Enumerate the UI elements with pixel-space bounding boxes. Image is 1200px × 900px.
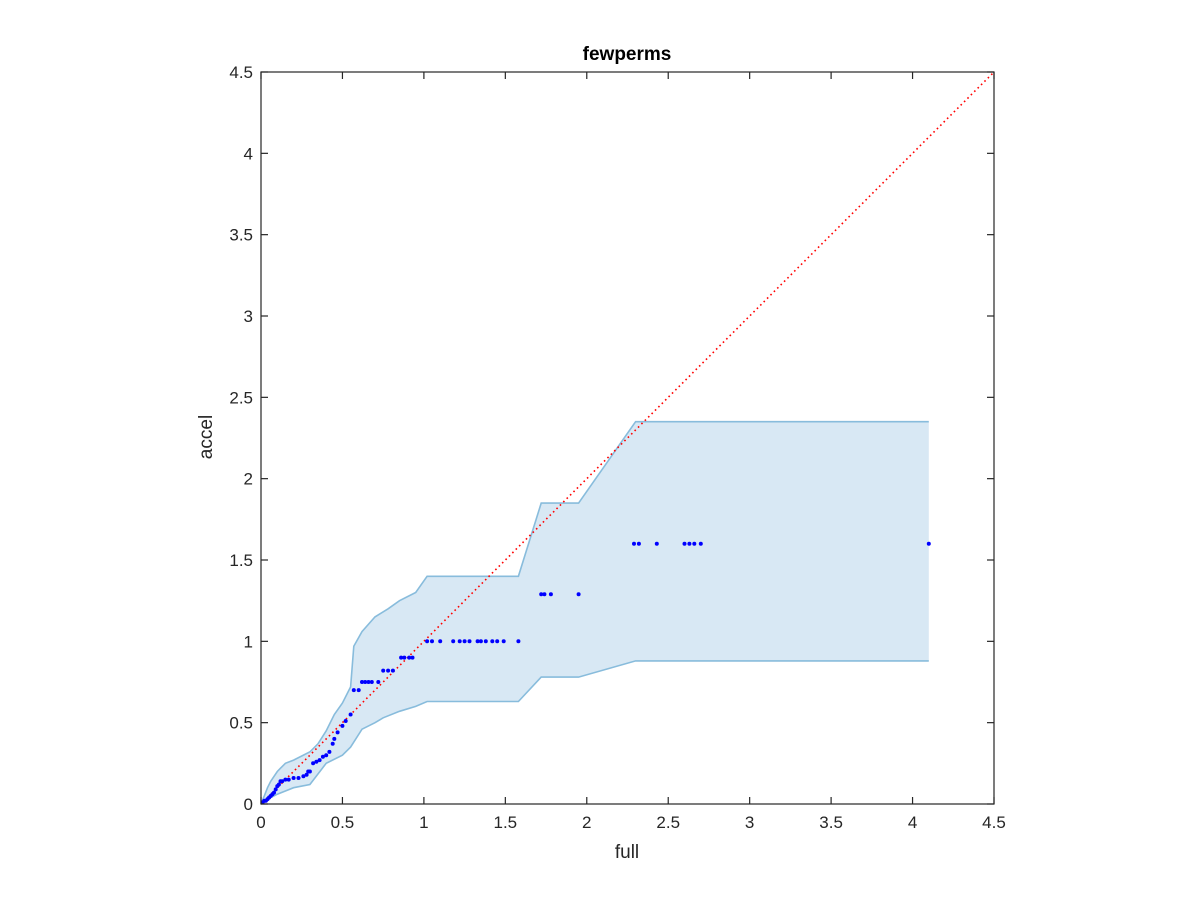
data-point (280, 779, 285, 784)
data-point (407, 655, 412, 660)
x-tick-label: 1.5 (494, 813, 518, 832)
data-point (272, 790, 276, 795)
y-axis-label: accel (196, 415, 217, 459)
data-point (698, 541, 703, 546)
data-point (304, 772, 309, 777)
data-point (348, 712, 353, 717)
data-point (283, 777, 288, 782)
x-tick-label: 3 (745, 813, 754, 832)
data-point (457, 639, 462, 644)
data-point (366, 680, 371, 684)
y-tick-label: 4 (244, 144, 253, 163)
y-tick-label: 2.5 (229, 388, 253, 407)
x-axis-label: full (615, 842, 639, 863)
y-tick-label: 1 (244, 632, 253, 651)
data-point (516, 639, 521, 644)
data-point (462, 639, 467, 644)
data-point (495, 639, 500, 644)
data-point (386, 668, 391, 673)
data-point (654, 541, 659, 546)
data-point (430, 639, 434, 644)
x-tick-label: 0.5 (331, 813, 355, 832)
data-point (483, 639, 488, 644)
x-tick-label: 2 (582, 813, 591, 832)
band-upper-edge (260, 420, 929, 805)
data-point (356, 688, 361, 693)
band-fill (261, 421, 929, 804)
data-point (539, 592, 544, 597)
data-point (291, 776, 296, 780)
data-point (467, 639, 472, 644)
data-point (307, 769, 312, 774)
x-tick-label: 4 (908, 813, 917, 832)
x-tick-label: 2.5 (656, 813, 680, 832)
y-tick-label: 2 (244, 470, 253, 489)
data-point (410, 655, 415, 660)
band-lower-edge (260, 660, 929, 805)
data-point (376, 680, 381, 684)
y-tick-label: 4.5 (229, 63, 253, 82)
data-point (425, 639, 430, 644)
data-point (687, 541, 692, 546)
data-point (490, 639, 495, 644)
x-tick-label: 0 (256, 813, 265, 832)
data-point (632, 541, 636, 546)
data-point (340, 723, 345, 728)
data-point (327, 749, 332, 754)
data-point (636, 541, 641, 546)
y-tick-label: 0.5 (229, 714, 253, 733)
data-point (501, 639, 506, 644)
data-point (576, 592, 581, 597)
data-point (451, 639, 456, 644)
data-point (276, 782, 281, 787)
data-point (330, 741, 335, 746)
x-tick-label: 4.5 (982, 813, 1006, 832)
y-tick-label: 0 (244, 795, 253, 814)
data-point (381, 668, 386, 673)
data-point (343, 719, 348, 723)
data-point (324, 753, 329, 758)
chart-title: fewperms (583, 44, 672, 65)
data-point (478, 639, 483, 644)
data-point (296, 776, 301, 780)
data-point (273, 787, 278, 792)
plot-area: 0 0.5 1 1.5 2 2.5 3 3.5 4 4.5 0 0.5 1 1.5 2 2.5 3 3.5 4 4.5 (229, 63, 1005, 832)
data-point (363, 680, 368, 684)
axes-box (260, 71, 995, 805)
data-point (402, 655, 407, 660)
data-point (317, 758, 322, 763)
data-point (548, 592, 553, 597)
y-tick-label: 3.5 (229, 226, 253, 245)
data-points (260, 541, 931, 805)
data-point (692, 541, 697, 546)
data-point (301, 774, 306, 779)
data-point (360, 680, 364, 684)
data-point (926, 541, 931, 546)
data-point (335, 730, 340, 735)
x-tick-label: 3.5 (819, 813, 843, 832)
data-point (438, 639, 443, 644)
data-point (314, 759, 319, 764)
x-tick-label: 1 (419, 813, 428, 832)
data-point (682, 541, 687, 546)
y-tick-label: 3 (244, 307, 253, 326)
data-point (351, 688, 356, 693)
data-point (320, 754, 325, 759)
y-tick-label: 1.5 (229, 551, 253, 570)
data-point (286, 777, 291, 782)
data-point (390, 668, 395, 673)
data-point (369, 680, 374, 684)
data-point (475, 639, 480, 644)
data-point (399, 655, 404, 660)
data-point (332, 736, 337, 741)
data-point (542, 592, 547, 597)
data-point (311, 761, 316, 766)
